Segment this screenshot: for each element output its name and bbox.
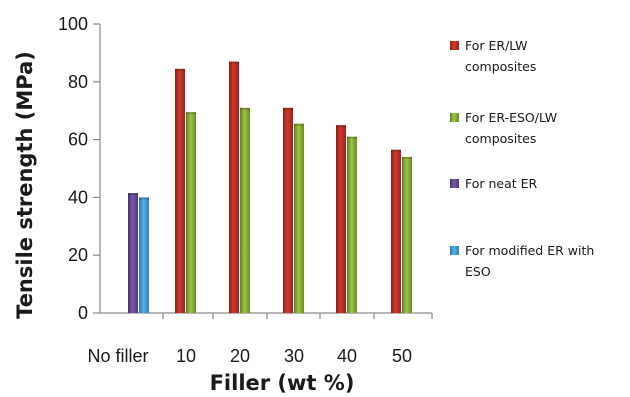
bar xyxy=(402,156,412,313)
x-tick-label: No filler xyxy=(87,346,148,366)
x-tick-label: 20 xyxy=(230,346,250,366)
legend-swatch xyxy=(450,246,459,255)
bar xyxy=(186,112,196,314)
bar-cap xyxy=(128,193,138,196)
x-axis-title: Filler (wt %) xyxy=(210,371,355,395)
x-tick-label: 50 xyxy=(392,346,412,366)
y-tick-label: 0 xyxy=(78,303,88,323)
legend-label: ESO xyxy=(465,264,491,279)
legend-label: For ER/LW xyxy=(465,38,527,53)
legend-label: composites xyxy=(465,59,536,74)
legend-swatch xyxy=(450,179,459,188)
bar xyxy=(240,107,250,313)
y-tick-label: 20 xyxy=(68,245,88,265)
bar-cap xyxy=(391,149,401,152)
bar xyxy=(294,123,304,313)
x-tick-label: 10 xyxy=(176,346,196,366)
bar-cap xyxy=(240,107,250,110)
bars xyxy=(128,61,412,314)
bar-cap xyxy=(402,156,412,159)
legend-label: For ER-ESO/LW xyxy=(465,110,557,125)
bar xyxy=(128,193,138,313)
legend: For ER/LW composites For ER-ESO/LW composit… xyxy=(450,38,594,279)
y-tick-label: 60 xyxy=(68,130,88,150)
bar-cap xyxy=(229,61,239,64)
x-tick-labels: No filler 10 20 30 40 50 xyxy=(87,313,433,366)
x-tick-label: 30 xyxy=(284,346,304,366)
bar-cap xyxy=(186,112,196,115)
bar xyxy=(336,125,346,314)
bar xyxy=(139,197,149,313)
x-tick-label: 40 xyxy=(337,346,357,366)
y-ticks: 0 20 40 60 80 100 xyxy=(58,14,100,323)
legend-label: For modified ER with xyxy=(465,243,594,258)
bar xyxy=(347,136,357,313)
bar-cap xyxy=(139,197,149,200)
bar-cap xyxy=(294,123,304,126)
bar xyxy=(175,68,185,313)
bar xyxy=(391,149,401,313)
legend-swatch xyxy=(450,41,459,50)
legend-label: composites xyxy=(465,131,536,146)
legend-label: For neat ER xyxy=(465,176,538,191)
y-tick-label: 80 xyxy=(68,72,88,92)
bar-cap xyxy=(336,125,346,128)
y-axis-title: Tensile strength (MPa) xyxy=(13,51,37,319)
bar xyxy=(229,61,239,313)
y-tick-label: 100 xyxy=(58,14,88,34)
bar-cap xyxy=(347,136,357,139)
legend-swatch xyxy=(450,113,459,122)
y-tick-label: 40 xyxy=(68,187,88,207)
bar-cap xyxy=(175,68,185,71)
bar xyxy=(283,107,293,313)
bar-cap xyxy=(283,107,293,110)
